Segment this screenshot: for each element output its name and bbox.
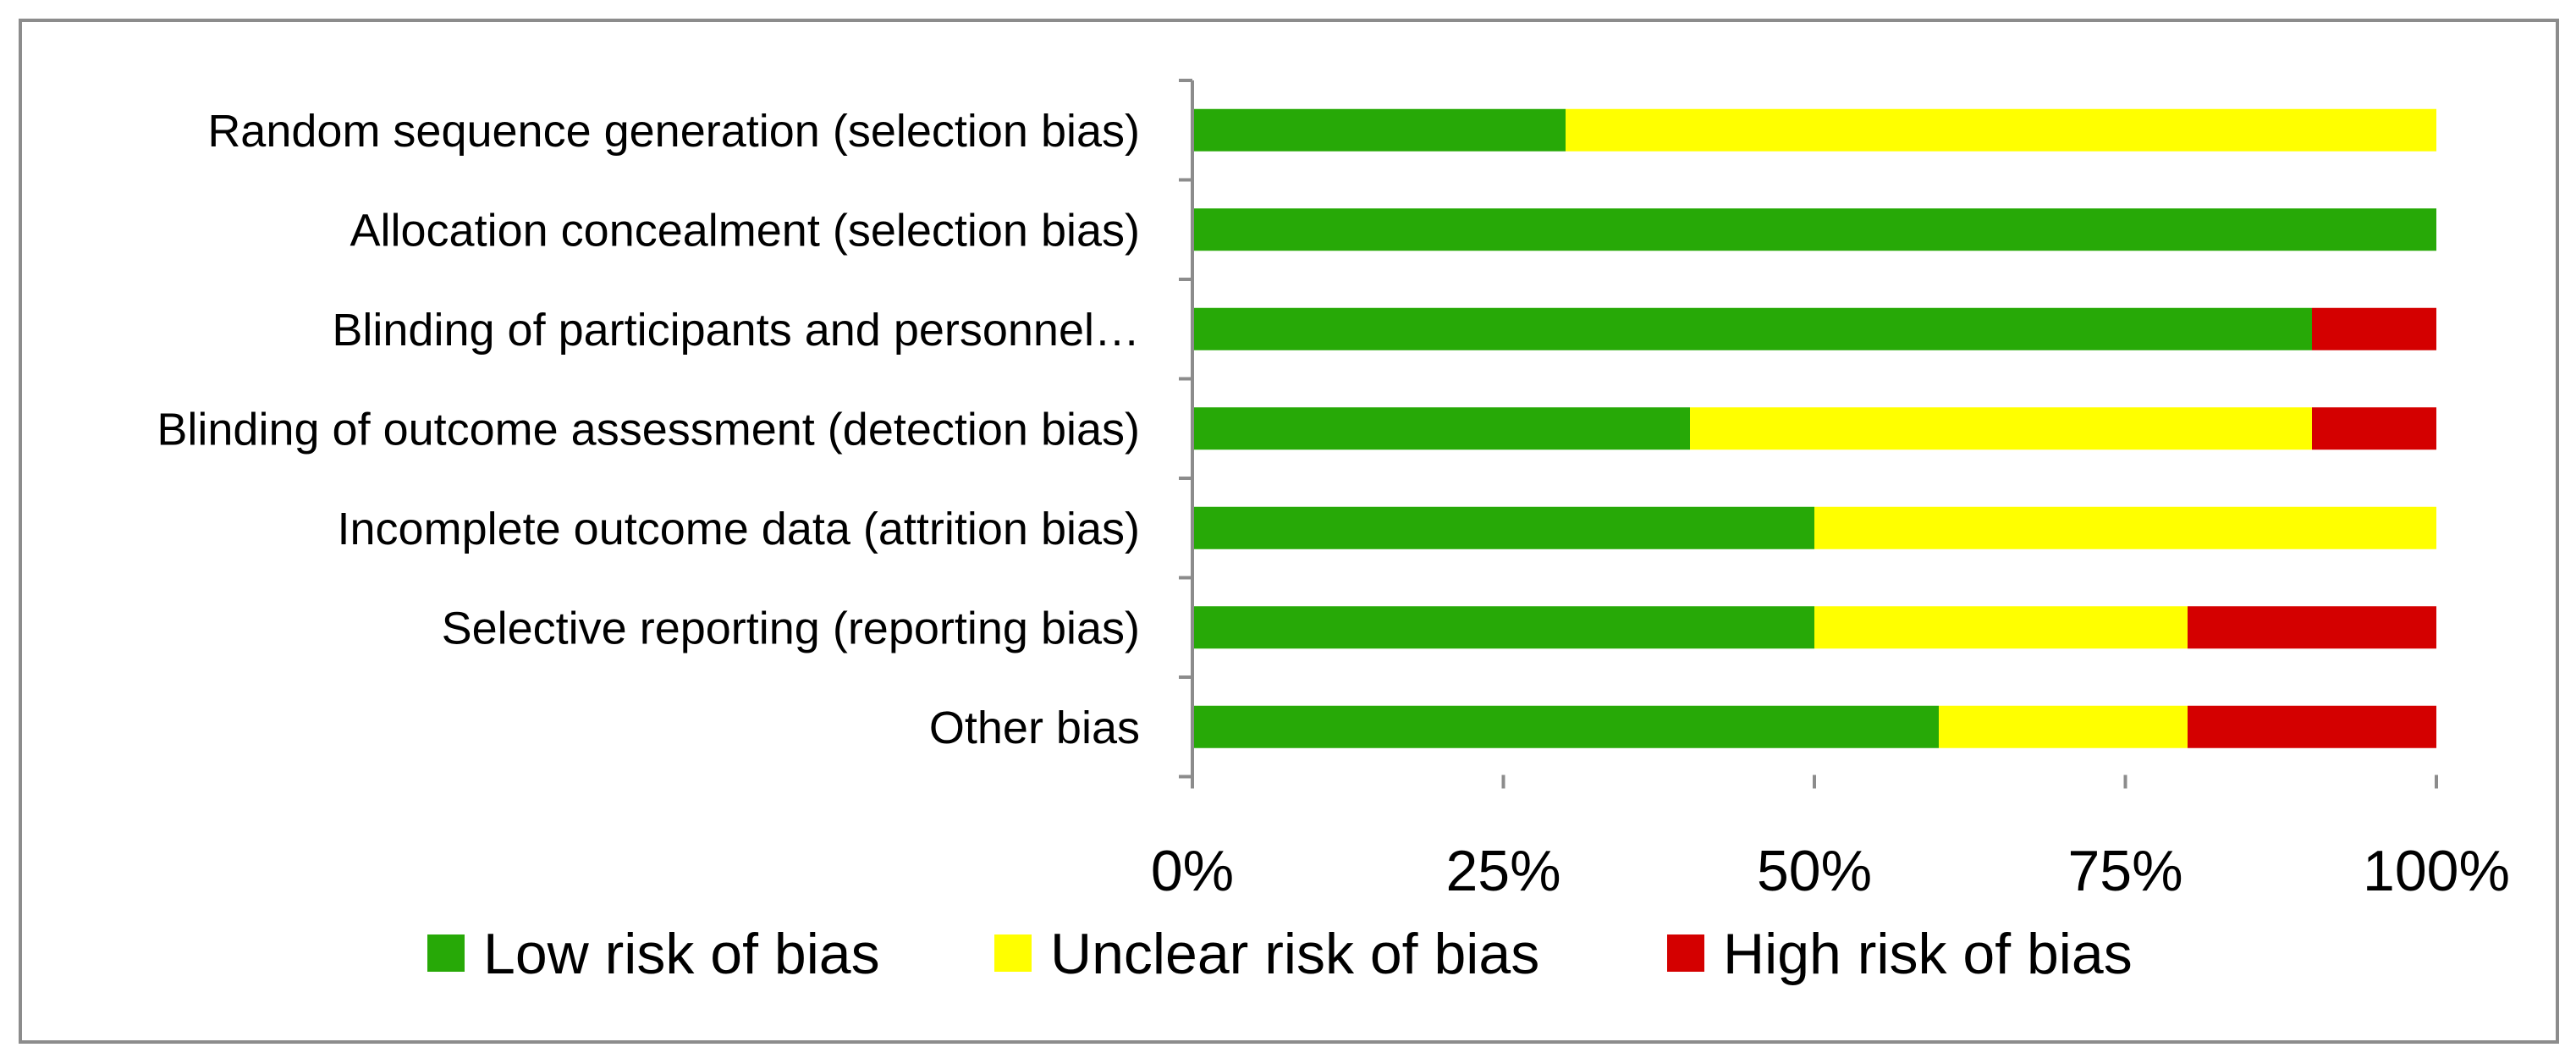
bar-segment-unclear-5 bbox=[1814, 506, 2436, 549]
axis-layer bbox=[1179, 79, 2438, 789]
bar-segment-low-2 bbox=[1192, 208, 2436, 251]
category-label: Random sequence generation (selection bi… bbox=[207, 106, 1140, 157]
bar-segment-high-3 bbox=[2312, 307, 2436, 350]
category-label: Blinding of participants and personnel… bbox=[332, 305, 1140, 356]
legend-label-high: High risk of bias bbox=[1723, 922, 2133, 986]
bar-segment-low-3 bbox=[1192, 307, 2312, 350]
bar-segment-high-4 bbox=[2312, 407, 2436, 450]
x-tick-label: 0% bbox=[1151, 839, 1234, 903]
category-label: Selective reporting (reporting bias) bbox=[442, 603, 1140, 653]
legend: Low risk of bias Unclear risk of bias High… bbox=[427, 922, 2133, 986]
bar-segment-high-6 bbox=[2188, 606, 2436, 649]
bar-segment-low-7 bbox=[1192, 705, 1939, 748]
legend-swatch-unclear bbox=[994, 934, 1032, 972]
x-tick-label: 75% bbox=[2067, 839, 2182, 903]
legend-swatch-low bbox=[427, 934, 465, 972]
bar-segment-low-6 bbox=[1192, 606, 1814, 649]
legend-swatch-high bbox=[1667, 934, 1704, 972]
legend-label-low: Low risk of bias bbox=[483, 922, 880, 986]
bar-segment-low-4 bbox=[1192, 407, 1690, 450]
category-label: Other bias bbox=[929, 703, 1140, 753]
bar-segment-high-7 bbox=[2188, 705, 2436, 748]
category-label: Incomplete outcome data (attrition bias) bbox=[338, 504, 1140, 554]
bars-layer bbox=[1192, 108, 2436, 748]
bar-segment-unclear-7 bbox=[1939, 705, 2188, 748]
bar-segment-unclear-6 bbox=[1814, 606, 2188, 649]
x-tick-label: 25% bbox=[1445, 839, 1560, 903]
category-label: Allocation concealment (selection bias) bbox=[350, 205, 1140, 256]
bar-segment-low-5 bbox=[1192, 506, 1814, 549]
legend-label-unclear: Unclear risk of bias bbox=[1050, 922, 1539, 986]
x-tick-label: 50% bbox=[1757, 839, 1872, 903]
bar-segment-unclear-4 bbox=[1690, 407, 2312, 450]
bar-segment-unclear-1 bbox=[1566, 108, 2436, 152]
labels-layer: Random sequence generation (selection bi… bbox=[157, 106, 2510, 903]
category-label: Blinding of outcome assessment (detectio… bbox=[157, 404, 1140, 455]
bar-segment-low-1 bbox=[1192, 108, 1566, 152]
x-tick-label: 100% bbox=[2363, 839, 2510, 903]
